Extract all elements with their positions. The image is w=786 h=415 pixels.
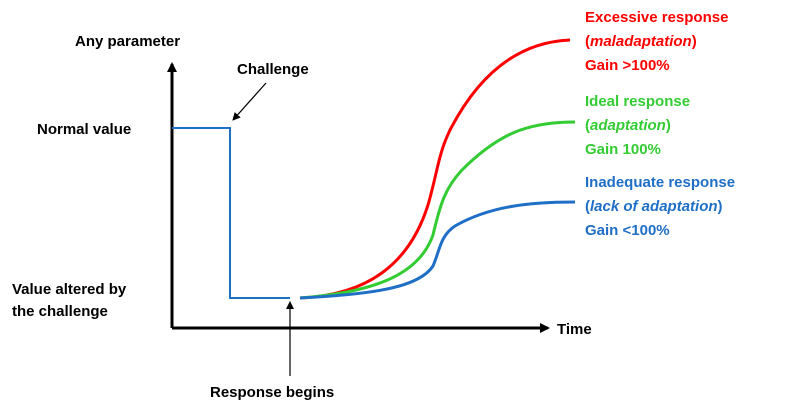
- paren: ): [692, 33, 697, 50]
- response-begins-label: Response begins: [210, 384, 334, 401]
- curve-gain: Gain 100%: [585, 141, 661, 158]
- italic-note: maladaptation: [590, 33, 692, 50]
- paren: ): [666, 117, 671, 134]
- paren: (: [585, 33, 590, 50]
- x-axis-label: Time: [557, 321, 592, 338]
- curve-note: (adaptation): [585, 117, 671, 134]
- paren: (: [585, 117, 590, 134]
- challenge-label: Challenge: [237, 61, 309, 78]
- curve-note: (maladaptation): [585, 33, 697, 50]
- curve-gain: Gain <100%: [585, 222, 670, 239]
- paren: ): [718, 198, 723, 215]
- curve-gain: Gain >100%: [585, 57, 670, 74]
- y-axis-label: Any parameter: [75, 33, 180, 50]
- response-curve: [299, 38, 571, 300]
- altered-label: Value altered by: [12, 281, 127, 298]
- altered-label: the challenge: [12, 303, 108, 320]
- curve-name: Inadequate response: [585, 174, 735, 191]
- response-curve: [299, 200, 576, 300]
- baseline-step: [172, 127, 290, 299]
- curve-name: Excessive response: [585, 9, 728, 26]
- curve-note: (lack of adaptation): [585, 198, 723, 215]
- paren: (: [585, 198, 590, 215]
- italic-note: lack of adaptation: [590, 198, 718, 215]
- challenge-arrow: [232, 82, 267, 121]
- normal-label: Normal value: [37, 121, 131, 138]
- response-curve: [299, 120, 576, 300]
- italic-note: adaptation: [590, 117, 666, 134]
- curve-name: Ideal response: [585, 93, 690, 110]
